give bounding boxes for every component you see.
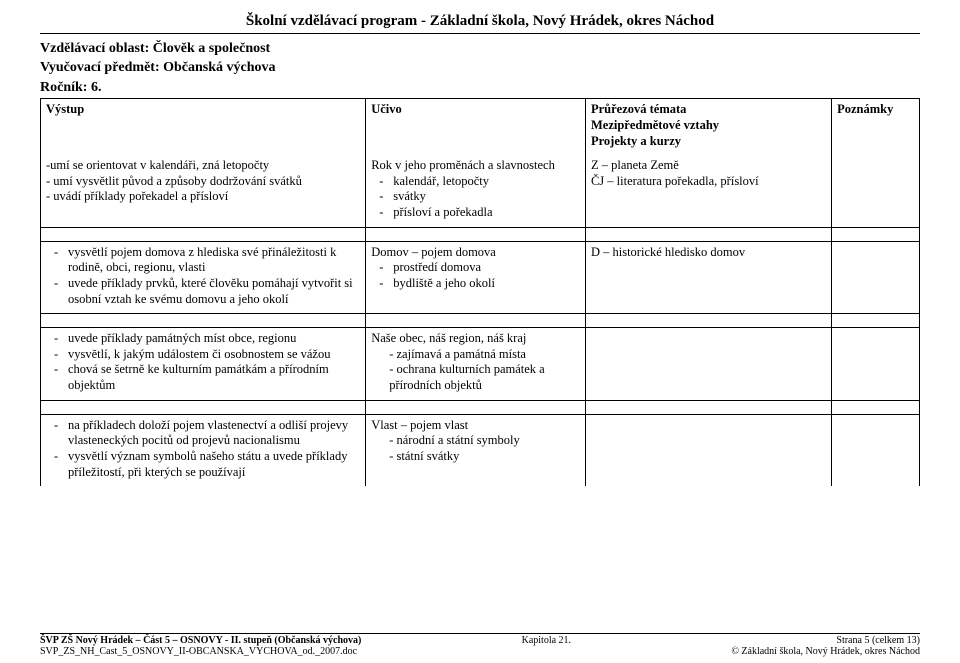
list-item: - uvádí příklady pořekadel a přísloví xyxy=(46,189,360,205)
list-item: na příkladech doloží pojem vlastenectví … xyxy=(46,418,360,449)
sub-item: - národní a státní symboly xyxy=(371,433,580,449)
col-header-prurez: Průřezová témata Mezipředmětové vztahy P… xyxy=(585,99,831,155)
meta-line-2: Vyučovací předmět: Občanská výchova xyxy=(40,59,920,77)
footer-left-1: ŠVP ZŠ Nový Hrádek – Část 5 – OSNOVY - I… xyxy=(40,635,361,646)
row3-ucivo: Naše obec, náš region, náš kraj - zajíma… xyxy=(366,328,586,401)
col-header-line: Mezipředmětové vztahy xyxy=(591,118,826,134)
row1-poznamky xyxy=(832,155,920,227)
cross-item: Z – planeta Země xyxy=(591,158,826,174)
ucivo-heading: Vlast – pojem vlast xyxy=(371,418,580,434)
footer-right: Strana 5 (celkem 13) © Základní škola, N… xyxy=(731,635,920,657)
footer-left-2: SVP_ZS_NH_Cast_5_OSNOVY_II-OBCANSKA_VYCH… xyxy=(40,646,361,657)
row2-poznamky xyxy=(832,241,920,314)
meta-line-3: Ročník: 6. xyxy=(40,79,920,97)
page-title: Školní vzdělávací program - Základní ško… xyxy=(40,12,920,34)
list-item: bydliště a jeho okolí xyxy=(371,276,580,292)
sub-item: - ochrana kulturních památek a přírodníc… xyxy=(371,362,580,393)
row4-ucivo: Vlast – pojem vlast - národní a státní s… xyxy=(366,414,586,486)
footer-right-1: Strana 5 (celkem 13) xyxy=(731,635,920,646)
col-header-line: Projekty a kurzy xyxy=(591,134,826,150)
row2-vystup: vysvětlí pojem domova z hlediska své při… xyxy=(41,241,366,314)
ucivo-heading: Rok v jeho proměnách a slavnostech xyxy=(371,158,580,174)
page-footer: ŠVP ZŠ Nový Hrádek – Část 5 – OSNOVY - I… xyxy=(40,633,920,657)
row3-prurez xyxy=(585,328,831,401)
list-item: vysvětlí pojem domova z hlediska své při… xyxy=(46,245,360,276)
row2-ucivo: Domov – pojem domova prostředí domova by… xyxy=(366,241,586,314)
footer-right-2: © Základní škola, Nový Hrádek, okres Nác… xyxy=(731,646,920,657)
cross-item: ČJ – literatura pořekadla, přísloví xyxy=(591,174,826,190)
row4-vystup: na příkladech doloží pojem vlastenectví … xyxy=(41,414,366,486)
list-item: přísloví a pořekadla xyxy=(371,205,580,221)
row1-vystup: -umí se orientovat v kalendáři, zná leto… xyxy=(41,155,366,227)
sub-item: - zajímavá a památná místa xyxy=(371,347,580,363)
list-item: prostředí domova xyxy=(371,260,580,276)
row2-prurez: D – historické hledisko domov xyxy=(585,241,831,314)
list-item: kalendář, letopočty xyxy=(371,174,580,190)
row3-vystup: uvede příklady památných míst obce, regi… xyxy=(41,328,366,401)
ucivo-heading: Domov – pojem domova xyxy=(371,245,580,261)
col-header-poznamky: Poznámky xyxy=(832,99,920,155)
footer-center: Kapitola 21. xyxy=(522,635,571,657)
list-item: uvede příklady památných míst obce, regi… xyxy=(46,331,360,347)
list-item: - umí vysvětlit původ a způsoby dodržová… xyxy=(46,174,360,190)
curriculum-table: Výstup Učivo Průřezová témata Mezipředmě… xyxy=(40,98,920,486)
footer-left: ŠVP ZŠ Nový Hrádek – Část 5 – OSNOVY - I… xyxy=(40,635,361,657)
list-item: vysvětlí, k jakým událostem či osobnoste… xyxy=(46,347,360,363)
col-header-ucivo: Učivo xyxy=(366,99,586,155)
row4-poznamky xyxy=(832,414,920,486)
row3-poznamky xyxy=(832,328,920,401)
row1-prurez: Z – planeta Země ČJ – literatura pořekad… xyxy=(585,155,831,227)
row1-ucivo: Rok v jeho proměnách a slavnostech kalen… xyxy=(366,155,586,227)
list-item: uvede příklady prvků, které člověku pomá… xyxy=(46,276,360,307)
row4-prurez xyxy=(585,414,831,486)
list-item: svátky xyxy=(371,189,580,205)
ucivo-heading: Naše obec, náš region, náš kraj xyxy=(371,331,580,347)
list-item: chová se šetrně ke kulturním památkám a … xyxy=(46,362,360,393)
cross-item: D – historické hledisko domov xyxy=(591,245,826,261)
sub-item: - státní svátky xyxy=(371,449,580,465)
list-item: -umí se orientovat v kalendáři, zná leto… xyxy=(46,158,360,174)
col-header-line: Průřezová témata xyxy=(591,102,826,118)
meta-line-1: Vzdělávací oblast: Člověk a společnost xyxy=(40,40,920,58)
list-item: vysvětlí význam symbolů našeho státu a u… xyxy=(46,449,360,480)
col-header-vystup: Výstup xyxy=(41,99,366,155)
